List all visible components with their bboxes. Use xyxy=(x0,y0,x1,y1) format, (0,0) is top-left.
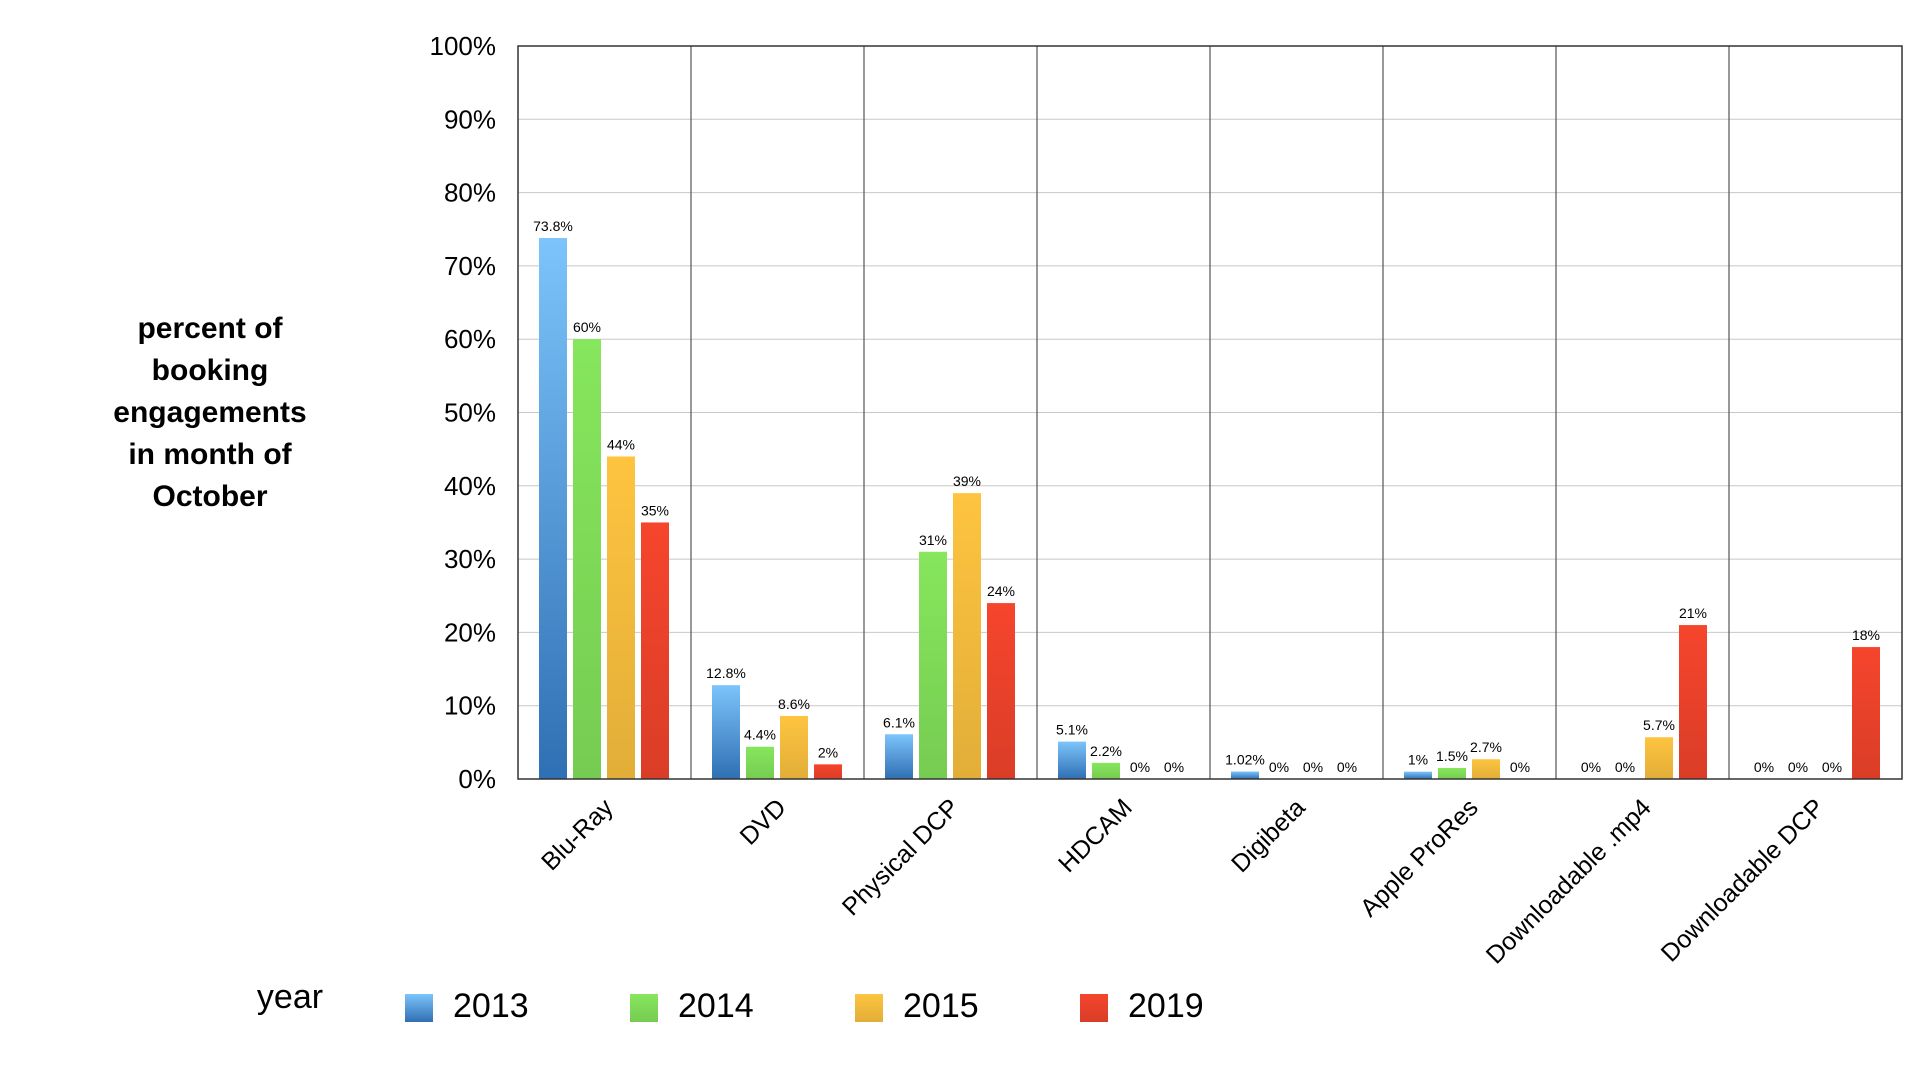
legend-label: 2019 xyxy=(1128,987,1204,1025)
bar-2019-physical-dcp xyxy=(987,603,1015,779)
legend-swatch-2013 xyxy=(405,994,433,1022)
legend-label: 2015 xyxy=(903,987,979,1025)
x-category-label: Physical DCP xyxy=(837,793,965,921)
x-category-label: DVD xyxy=(735,793,792,850)
y-tick-label: 20% xyxy=(444,617,496,647)
data-label: 0% xyxy=(1164,759,1184,775)
data-label: 60% xyxy=(573,319,601,335)
axes: 0% 10% 20% 30% 40% 50% 60% 70% 80% 90% 100% Blu-Ray… xyxy=(113,31,1903,970)
data-labels: 73.8% 60% 44% 35% 12.8% 4.4%8.6% 2% 6.1% 31% 39% 2… xyxy=(533,218,1880,775)
x-category-label: Apple ProRes xyxy=(1355,793,1484,922)
data-label: 6.1% xyxy=(883,714,915,730)
data-label: 21% xyxy=(1679,605,1707,621)
y-tick-label: 30% xyxy=(444,544,496,574)
data-label: 0% xyxy=(1337,759,1357,775)
data-label: 0% xyxy=(1269,759,1289,775)
data-label: 39% xyxy=(953,473,981,489)
x-category-label: Blu-Ray xyxy=(536,793,619,876)
data-label: 1.5% xyxy=(1436,748,1468,764)
bar-2013-physical-dcp xyxy=(885,734,913,779)
x-category-label: Downloadable .mp4 xyxy=(1481,793,1657,969)
legend-label: 2014 xyxy=(678,987,754,1025)
legend-swatch-2015 xyxy=(855,994,883,1022)
y-axis-title: percent of booking engagements in month of O… xyxy=(113,312,306,513)
data-label: 0% xyxy=(1303,759,1323,775)
bar-2014-apple-prores xyxy=(1438,768,1466,779)
legend: year 2013 2014 2015 2019 xyxy=(257,978,1204,1025)
y-tick-label: 10% xyxy=(444,691,496,721)
data-label: 12.8% xyxy=(706,665,746,681)
data-label: 0% xyxy=(1615,759,1635,775)
bar-2019-dvd xyxy=(814,764,842,779)
data-label: 4.4% xyxy=(744,727,776,743)
data-label: 2.2% xyxy=(1090,743,1122,759)
y-tick-label: 100% xyxy=(430,31,497,61)
data-label: 8.6% xyxy=(778,696,810,712)
y-tick-label: 70% xyxy=(444,251,496,281)
x-category-label: Downloadable DCP xyxy=(1656,793,1830,967)
data-label: 5.1% xyxy=(1056,722,1088,738)
data-label: 0% xyxy=(1581,759,1601,775)
bar-2015-physical-dcp xyxy=(953,493,981,779)
plot-frame xyxy=(517,45,1903,780)
data-label: 1.02% xyxy=(1225,752,1265,768)
bar-2013-hdcam xyxy=(1058,741,1086,779)
x-category-label: Digibeta xyxy=(1226,793,1311,878)
y-tick-label: 40% xyxy=(444,471,496,501)
data-label: 2.7% xyxy=(1470,739,1502,755)
bar-2013-apple-prores xyxy=(1404,771,1432,779)
data-label: 35% xyxy=(641,502,669,518)
data-label: 18% xyxy=(1852,627,1880,643)
y-tick-label: 0% xyxy=(458,764,496,794)
bar-2014-blu-ray xyxy=(573,339,601,779)
data-label: 44% xyxy=(607,436,635,452)
data-label: 73.8% xyxy=(533,218,573,234)
bar-2019-blu-ray xyxy=(641,522,669,779)
bar-2019-downloadable-dcp xyxy=(1852,647,1880,779)
bar-2013-blu-ray xyxy=(539,238,567,779)
y-tick-label: 80% xyxy=(444,178,496,208)
data-label: 5.7% xyxy=(1643,717,1675,733)
data-label: 0% xyxy=(1510,759,1530,775)
legend-label: 2013 xyxy=(453,987,529,1025)
data-label: 24% xyxy=(987,583,1015,599)
bar-2013-digibeta xyxy=(1231,771,1259,779)
legend-title: year xyxy=(257,978,323,1016)
data-label: 0% xyxy=(1788,759,1808,775)
x-category-label: HDCAM xyxy=(1053,793,1138,878)
bar-2015-dvd xyxy=(780,715,808,779)
data-label: 2% xyxy=(818,744,838,760)
data-label: 0% xyxy=(1754,759,1774,775)
y-tick-label: 50% xyxy=(444,398,496,428)
data-label: 0% xyxy=(1822,759,1842,775)
bar-2014-hdcam xyxy=(1092,762,1120,779)
bars xyxy=(539,238,1880,779)
bar-2015-downloadable-mp4 xyxy=(1645,737,1673,779)
data-label: 1% xyxy=(1408,752,1428,768)
y-tick-label: 90% xyxy=(444,104,496,134)
bar-2014-physical-dcp xyxy=(919,551,947,779)
bar-2013-dvd xyxy=(712,685,740,779)
y-tick-label: 60% xyxy=(444,324,496,354)
data-label: 0% xyxy=(1130,759,1150,775)
bar-2015-apple-prores xyxy=(1472,759,1500,779)
bar-2014-dvd xyxy=(746,746,774,779)
legend-swatch-2014 xyxy=(630,994,658,1022)
data-label: 31% xyxy=(919,532,947,548)
bar-2019-downloadable-mp4 xyxy=(1679,625,1707,779)
legend-swatch-2019 xyxy=(1080,994,1108,1022)
bar-2015-blu-ray xyxy=(607,456,635,779)
